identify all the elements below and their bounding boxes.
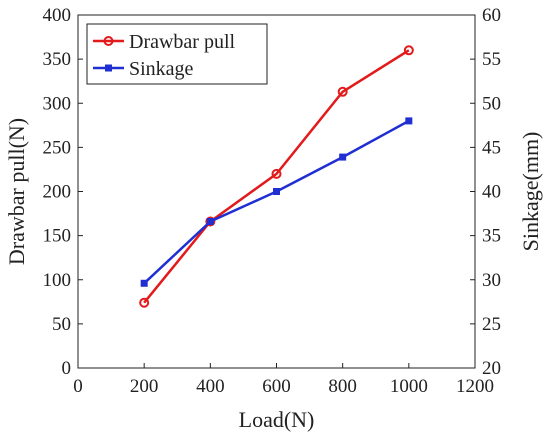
left-y-tick-label: 350 xyxy=(43,49,72,70)
x-axis-title: Load(N) xyxy=(239,407,315,432)
series-layer xyxy=(139,45,414,308)
right-y-tick-label: 30 xyxy=(482,270,501,291)
left-y-axis-ticks: 0 50 100 150 200 250 300 350 400 xyxy=(43,5,83,379)
right-y-tick-label: 25 xyxy=(482,314,501,335)
left-y-tick-label: 250 xyxy=(43,137,72,158)
series-line-sinkage xyxy=(143,119,410,285)
right-y-tick-label: 40 xyxy=(482,182,501,203)
x-tick-label: 800 xyxy=(328,376,357,397)
left-y-tick-label: 50 xyxy=(52,314,71,335)
x-tick-label: 1200 xyxy=(456,376,494,397)
left-y-tick-label: 400 xyxy=(43,5,72,26)
left-y-tick-label: 150 xyxy=(43,226,72,247)
legend-marker-sinkage xyxy=(105,64,112,72)
data-point-drawbar-pull xyxy=(139,297,150,308)
right-y-tick-label: 45 xyxy=(482,137,501,158)
data-point-sinkage xyxy=(206,218,214,226)
data-point-sinkage xyxy=(273,188,280,195)
data-point-sinkage xyxy=(140,279,148,287)
legend: Drawbar pull Sinkage xyxy=(86,23,268,85)
left-y-tick-label: 200 xyxy=(43,182,72,203)
left-y-tick-label: 100 xyxy=(43,270,72,291)
series-line-drawbar-pull xyxy=(143,49,410,304)
legend-label-drawbar-pull: Drawbar pull xyxy=(129,31,236,53)
data-point-sinkage xyxy=(339,153,347,161)
data-point-drawbar-pull xyxy=(205,216,216,227)
data-point-drawbar-pull xyxy=(403,45,414,56)
left-y-tick-label: 300 xyxy=(43,93,72,114)
right-y-axis-title: Sinkage(mm) xyxy=(518,132,543,252)
right-y-tick-label: 35 xyxy=(482,226,501,247)
right-y-tick-label: 50 xyxy=(482,93,501,114)
x-tick-label: 200 xyxy=(130,376,159,397)
left-y-axis-title: Drawbar pull(N) xyxy=(4,118,29,265)
right-y-axis-ticks: 20 25 30 35 40 45 50 55 60 xyxy=(470,5,501,379)
right-y-tick-label: 55 xyxy=(482,49,501,70)
x-tick-label: 400 xyxy=(196,376,225,397)
data-point-drawbar-pull xyxy=(271,168,282,179)
legend-box xyxy=(86,23,268,85)
x-tick-label: 1000 xyxy=(390,376,428,397)
left-y-tick-label: 0 xyxy=(62,358,72,379)
data-point-drawbar-pull xyxy=(337,86,348,97)
legend-label-sinkage: Sinkage xyxy=(129,58,194,80)
legend-marker-drawbar-pull xyxy=(103,36,114,46)
x-tick-label: 600 xyxy=(262,376,291,397)
right-y-tick-label: 60 xyxy=(482,5,501,26)
x-axis-ticks: 0 200 400 600 800 1000 1200 xyxy=(73,363,494,397)
x-tick-label: 0 xyxy=(73,376,83,397)
right-y-tick-label: 20 xyxy=(482,358,501,379)
data-point-sinkage xyxy=(405,117,413,125)
